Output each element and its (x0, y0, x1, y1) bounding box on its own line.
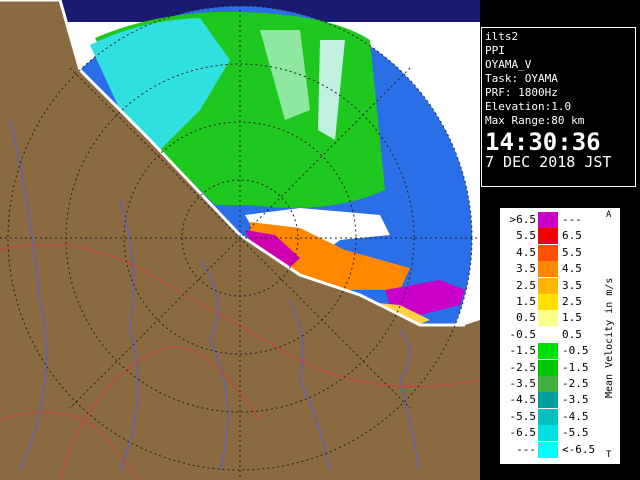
radar-map (0, 0, 480, 480)
info-line: Task: OYAMA (485, 72, 558, 85)
legend-left-label: 1.5 (516, 295, 536, 308)
legend-right-label: -1.5 (562, 360, 589, 374)
boundaries (0, 243, 480, 480)
legend-right-label: 3.5 (562, 278, 582, 292)
info-line: OYAMA_V (485, 58, 532, 71)
legend-left-label: -2.5 (509, 360, 537, 374)
legend-left-label: 0.5 (516, 311, 536, 325)
legend-left-label: -4.5 (509, 393, 537, 407)
legend-row: -4.5 -3.5 (500, 392, 600, 409)
echo-magenta (245, 230, 300, 272)
info-line: PPI (485, 44, 505, 57)
legend-swatch (538, 343, 558, 360)
legend-swatch (538, 294, 558, 310)
legend-swatch (538, 408, 558, 425)
legend-right-label: 4.5 (562, 262, 582, 276)
legend-left-label: 4.5 (516, 245, 536, 259)
legend-right-label: 2.5 (562, 295, 582, 308)
legend: A Mean Velocity in m/s T >6.5 --- 5.5 6.5 4.… (500, 208, 620, 464)
echo-magenta (385, 280, 465, 315)
legend-row: -6.5 -5.5 (500, 425, 600, 442)
info-line: PRF: 1800Hz (485, 86, 558, 99)
legend-swatch (538, 212, 558, 228)
date: 7 DEC 2018 JST (485, 153, 612, 171)
legend-row: -2.5 -1.5 (500, 359, 600, 376)
legend-left-label: 5.5 (516, 229, 536, 243)
legend-swatch (538, 244, 558, 261)
legend-swatch (538, 261, 558, 278)
legend-bottom-mark: T (606, 450, 612, 460)
legend-right-label: 5.5 (562, 245, 582, 259)
legend-axis-label: Mean Velocity in m/s (604, 277, 615, 399)
legend-row: 4.5 5.5 (500, 244, 600, 261)
info-line: Elevation:1.0 (485, 100, 572, 113)
legend-swatch (538, 326, 558, 343)
legend-swatch (538, 425, 558, 442)
legend-swatch (538, 376, 558, 392)
legend-left-label: -3.5 (509, 377, 537, 390)
legend-row: -1.5 -0.5 (500, 343, 600, 360)
legend-left-label: --- (516, 442, 536, 456)
legend-right-label: 0.5 (562, 327, 582, 341)
legend-row: 1.5 2.5 (500, 294, 600, 310)
legend-left-label: -6.5 (509, 426, 537, 440)
legend-right-label: 1.5 (562, 311, 582, 325)
legend-right-label: -5.5 (562, 426, 589, 440)
legend-row: 3.5 4.5 (500, 261, 600, 278)
legend-row: --- <-6.5 (500, 441, 600, 458)
info-line: Max Range:80 km (485, 114, 585, 127)
legend-row: 5.5 6.5 (500, 228, 600, 245)
legend-left-label: -5.5 (509, 409, 537, 423)
echo-light (260, 30, 310, 120)
info-panel: ilts2 PPI OYAMA_V Task: OYAMA PRF: 1800Hz Ele… (481, 27, 636, 187)
legend-row: -3.5 -2.5 (500, 376, 600, 392)
legend-right-label: --- (562, 213, 582, 226)
legend-swatch (538, 277, 558, 294)
info-lines: ilts2 PPI OYAMA_V Task: OYAMA PRF: 1800Hz Ele… (485, 30, 635, 128)
legend-swatch (538, 359, 558, 376)
rivers (9, 119, 421, 471)
legend-right-label: -4.5 (562, 409, 589, 423)
legend-right-label: 6.5 (562, 229, 582, 243)
legend-left-label: -0.5 (509, 327, 537, 341)
legend-right-label: -2.5 (562, 377, 589, 390)
legend-right-label: -0.5 (562, 344, 589, 358)
legend-row: 2.5 3.5 (500, 277, 600, 294)
legend-left-label: 3.5 (516, 262, 536, 276)
range-rings (0, 0, 480, 480)
legend-swatch (538, 441, 558, 458)
legend-row: >6.5 --- (500, 212, 600, 228)
legend-row: -5.5 -4.5 (500, 408, 600, 425)
legend-swatch (538, 228, 558, 245)
info-line: ilts2 (485, 30, 519, 43)
legend-left-label: 2.5 (516, 278, 536, 292)
legend-row: 0.5 1.5 (500, 310, 600, 327)
time: 14:30:36 (485, 128, 601, 156)
legend-right-label: <-6.5 (562, 442, 596, 456)
legend-left-label: >6.5 (509, 213, 537, 226)
legend-top-mark: A (606, 210, 612, 220)
legend-swatch (538, 392, 558, 409)
legend-swatch (538, 310, 558, 327)
legend-row: -0.5 0.5 (500, 326, 600, 343)
legend-left-label: -1.5 (509, 344, 537, 358)
legend-right-label: -3.5 (562, 393, 589, 407)
